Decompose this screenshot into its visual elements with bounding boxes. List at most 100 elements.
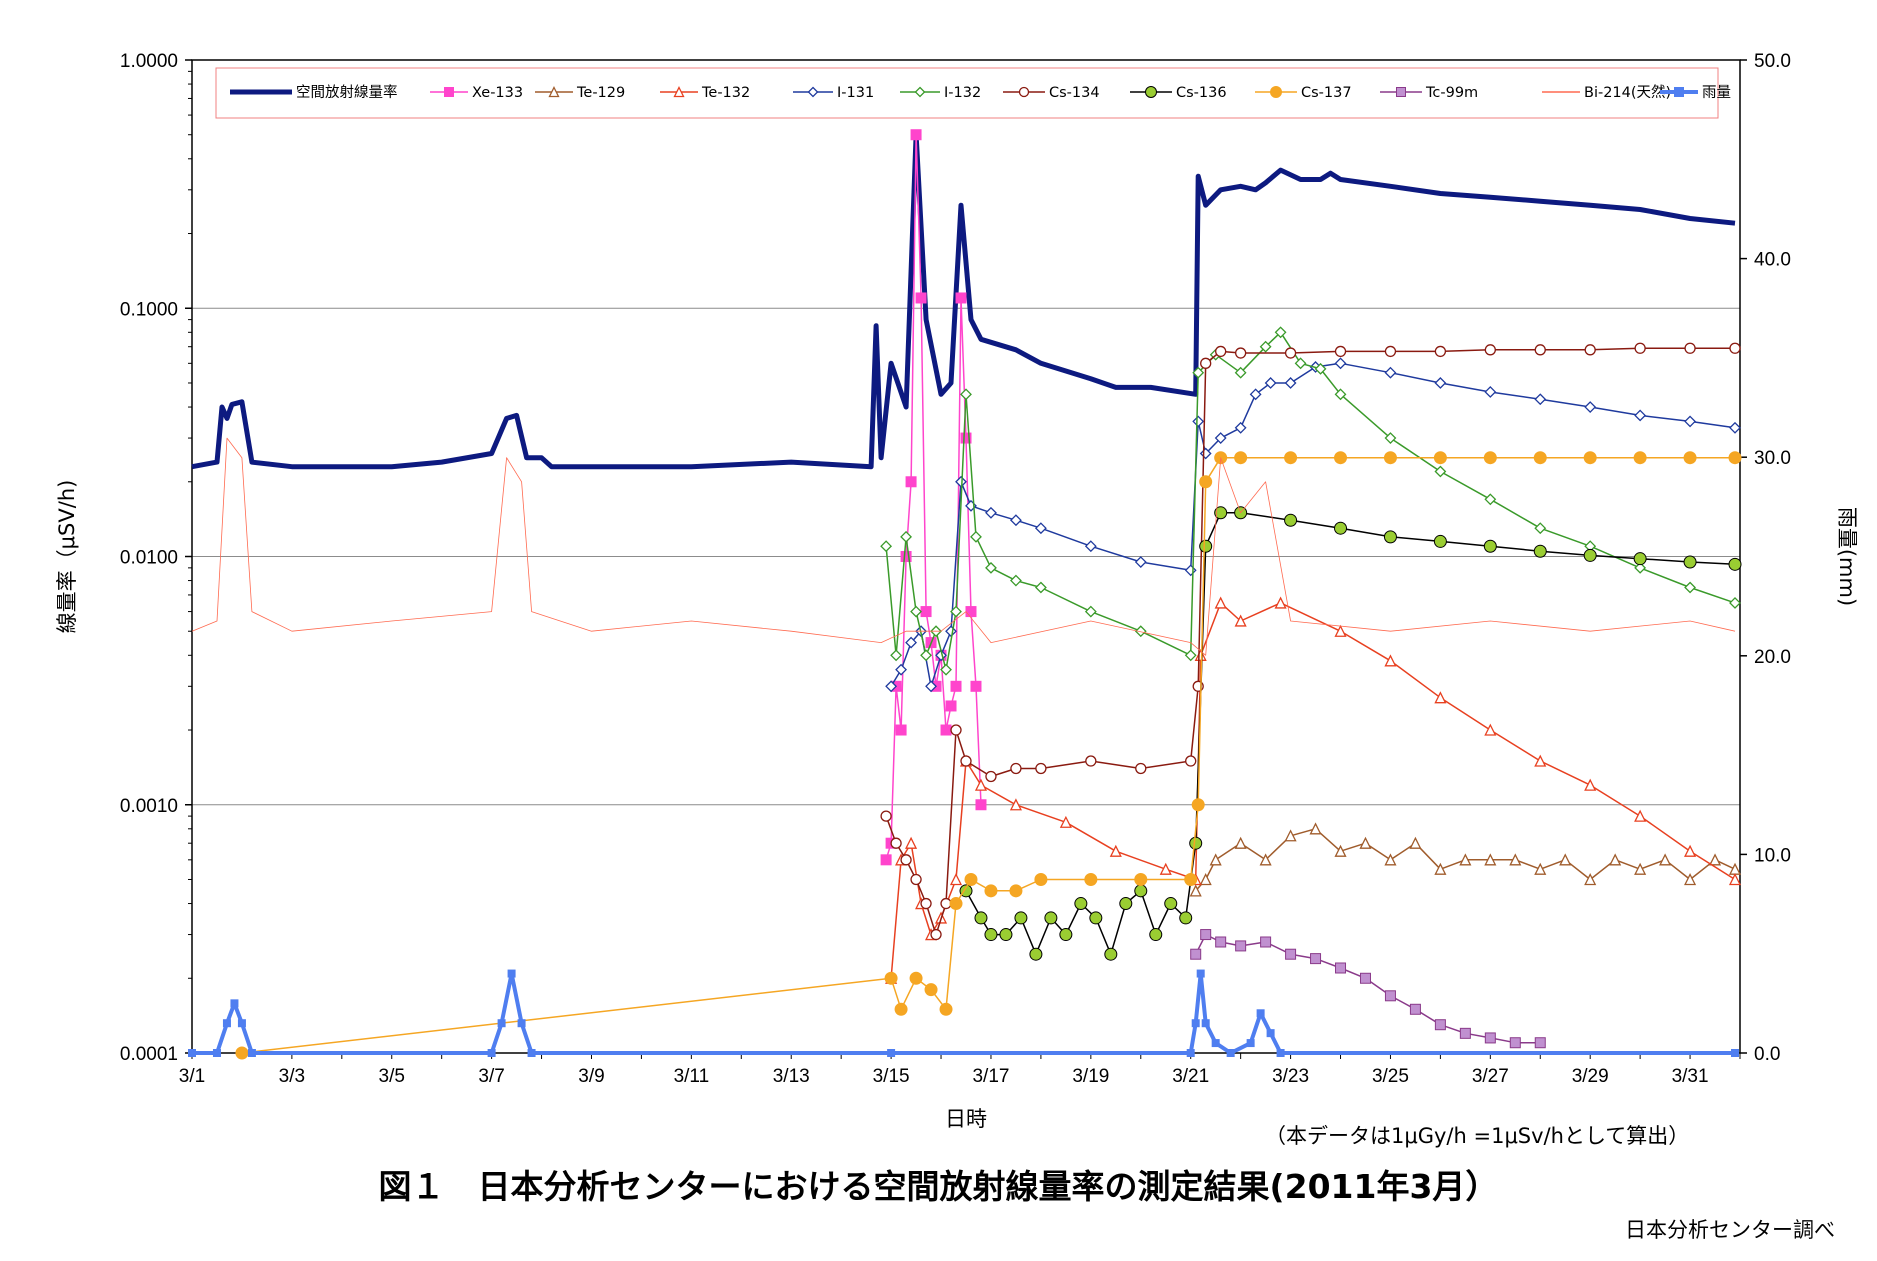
series-1-point — [905, 476, 917, 488]
series-2-point — [1684, 873, 1697, 886]
series-8-point — [924, 983, 938, 997]
series-4-point — [1384, 366, 1397, 379]
series-3-point — [1214, 596, 1227, 609]
series-3-point — [1009, 798, 1022, 811]
series-11-point — [188, 1049, 196, 1057]
legend-label: 空間放射線量率 — [296, 84, 398, 101]
series-6-point — [1534, 344, 1546, 356]
legend-swatch-marker — [1396, 87, 1406, 97]
series-2-point — [1334, 844, 1347, 857]
series-5-point — [940, 663, 952, 676]
series-5-point — [1010, 574, 1022, 587]
series-5-point — [1729, 597, 1741, 609]
series-2-point — [1309, 822, 1322, 835]
series-7-point — [1044, 911, 1058, 925]
series-6-point — [930, 928, 942, 941]
y-axis-title: 線量率（μSV/h) — [55, 480, 79, 634]
series-9-point — [1310, 953, 1322, 965]
series-11-point — [507, 969, 516, 978]
series-5-point — [1294, 357, 1307, 370]
series-6-point — [1185, 755, 1197, 767]
series-11-point — [527, 1049, 536, 1057]
series-4-point — [1084, 540, 1097, 553]
series-3-point — [1484, 723, 1497, 736]
series-1-point — [955, 292, 967, 304]
series-4-point — [1434, 377, 1447, 389]
x-axis-title: 日時 — [945, 1107, 987, 1131]
series-2-point — [1359, 836, 1372, 849]
series-8-point — [984, 884, 998, 898]
series-8-point — [1583, 451, 1597, 465]
series-1-point — [960, 432, 972, 444]
series-7-point — [1014, 911, 1028, 925]
legend-item: Xe-133 — [430, 85, 523, 101]
series-11-point — [247, 1049, 256, 1057]
x-tick-label: 3/27 — [1472, 1066, 1509, 1087]
legend-label: Bi-214(天然) — [1584, 84, 1671, 101]
series-5-point — [920, 649, 932, 662]
series-7-point — [1104, 947, 1118, 961]
x-tick-label: 3/21 — [1172, 1066, 1209, 1087]
series-2 — [1189, 822, 1742, 897]
series-5-point — [1634, 561, 1647, 574]
series-8-point — [1234, 451, 1248, 465]
series-7-point — [1029, 947, 1043, 961]
series-2-point — [1284, 829, 1297, 842]
series-3-point — [1109, 844, 1122, 857]
series-2-point — [1584, 873, 1597, 886]
legend-label: Cs-136 — [1176, 85, 1227, 101]
series-4-point — [985, 506, 997, 519]
legend-swatch-marker — [1674, 87, 1684, 97]
series-6-point — [910, 873, 922, 886]
series-5-point — [1684, 581, 1696, 594]
legend-item: Cs-136 — [1130, 85, 1227, 101]
series-4-point — [905, 636, 917, 649]
series-3-point — [1534, 754, 1547, 767]
series-8-point — [1383, 451, 1397, 465]
series-6-point — [1434, 345, 1447, 358]
series-6-point — [1584, 344, 1596, 356]
series-7-point — [1433, 534, 1447, 548]
x-tick-label: 3/29 — [1572, 1066, 1609, 1087]
series-7-point — [1134, 884, 1148, 898]
series-11 — [188, 969, 1740, 1057]
legend-label: Tc-99m — [1425, 85, 1478, 101]
series-8-point — [1633, 451, 1647, 465]
series-9-point — [1484, 1032, 1496, 1044]
legend-item: I-132 — [900, 85, 981, 101]
series-2-point — [1459, 853, 1472, 866]
series-2-point — [1509, 853, 1522, 866]
series-11-point — [887, 1049, 896, 1057]
series-1-point — [920, 606, 932, 618]
series-1-point — [910, 129, 922, 141]
series-8-point — [1199, 475, 1213, 489]
legend-label: I-132 — [944, 85, 981, 101]
series-8-point — [1483, 451, 1497, 465]
series-6-point — [1010, 762, 1022, 775]
series-3-point — [1434, 691, 1447, 704]
series-7-point — [1189, 836, 1203, 850]
series-6-point — [950, 724, 962, 736]
series-2-point — [1434, 862, 1447, 875]
series-2-point — [1234, 836, 1247, 849]
series-5-point — [1274, 326, 1287, 339]
series-3-point — [1584, 778, 1597, 791]
series-1-point — [970, 680, 982, 692]
series-7-point — [1074, 897, 1088, 911]
series-2-line — [1195, 828, 1736, 892]
series-11-point — [1196, 969, 1205, 978]
series-2-point — [1384, 853, 1397, 866]
series-5-point — [970, 530, 982, 543]
x-tick-label: 3/5 — [379, 1066, 405, 1087]
series-6-point — [1729, 342, 1741, 354]
series-8-point — [1184, 872, 1198, 886]
series-9-line — [1195, 933, 1541, 1044]
series-9-point — [1200, 929, 1212, 941]
legend-item: Cs-137 — [1255, 85, 1352, 101]
legend-box — [215, 67, 1719, 119]
x-tick-label: 3/23 — [1272, 1066, 1309, 1087]
series-6-point — [1684, 342, 1696, 354]
series-11-point — [212, 1049, 221, 1057]
series-6-point — [1135, 762, 1147, 775]
series-6-point — [1484, 344, 1496, 356]
